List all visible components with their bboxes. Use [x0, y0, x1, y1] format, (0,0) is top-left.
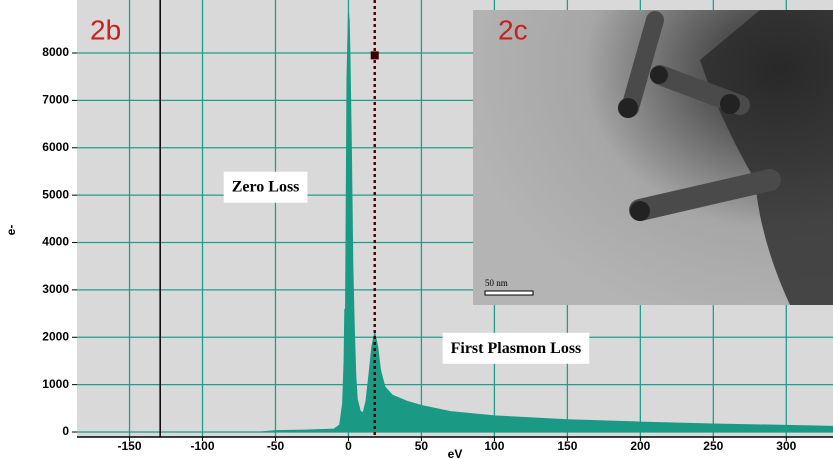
y-tick-label: 2000: [42, 329, 69, 343]
x-tick-label: 150: [557, 439, 577, 453]
x-tick-label: -100: [190, 439, 214, 453]
inset-tip: [650, 66, 668, 84]
x-tick-label: 300: [776, 439, 796, 453]
x-tick-label: 100: [484, 439, 504, 453]
annotation: Zero Loss: [232, 179, 300, 196]
y-tick-label: 6000: [42, 140, 69, 154]
y-tick-label: 0: [62, 424, 69, 438]
x-tick-label: 250: [703, 439, 723, 453]
x-tick-label: -50: [267, 439, 285, 453]
scale-bar-label: 50 nm: [485, 278, 508, 288]
marker-point: [371, 51, 379, 59]
chart: e- eV 2b 2c 50 nm Zero Loss First Plasmon…: [0, 0, 833, 459]
inset: 2c 50 nm: [473, 10, 833, 305]
inset-tip: [720, 94, 740, 114]
inset-tip: [630, 201, 650, 221]
annotation: First Plasmon Loss: [451, 340, 582, 357]
y-tick-label: 5000: [42, 187, 69, 201]
x-axis-label: eV: [448, 447, 463, 459]
panel-label: 2b: [90, 14, 121, 45]
y-tick-label: 7000: [42, 93, 69, 107]
y-tick-label: 1000: [42, 377, 69, 391]
x-tick-label: 50: [415, 439, 429, 453]
x-tick-label: 200: [630, 439, 650, 453]
y-tick-label: 3000: [42, 282, 69, 296]
inset-tip: [618, 98, 638, 118]
y-axis-label: e-: [4, 225, 18, 236]
scale-bar: [485, 291, 533, 295]
y-tick-label: 4000: [42, 235, 69, 249]
inset-label: 2c: [498, 14, 528, 45]
x-tick-label: 0: [345, 439, 352, 453]
x-tick-label: -150: [118, 439, 142, 453]
y-tick-label: 8000: [42, 45, 69, 59]
